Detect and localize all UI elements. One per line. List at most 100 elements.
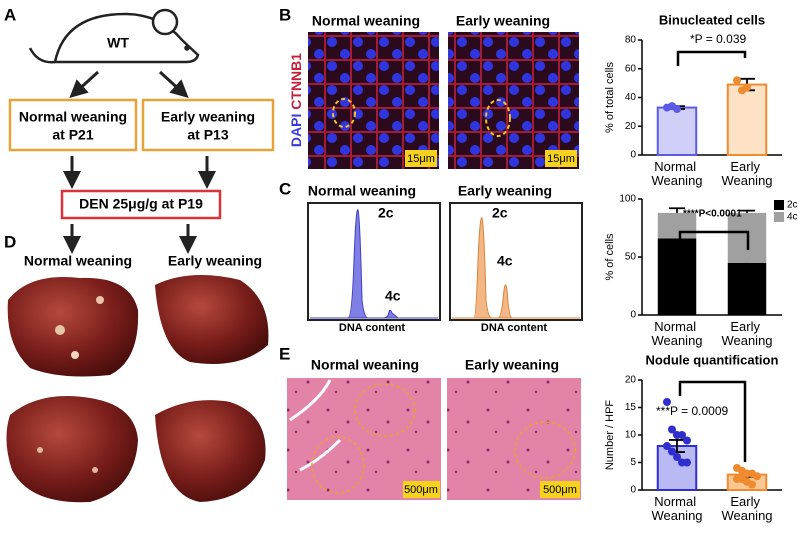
chart-title: Binucleated cells xyxy=(659,12,765,27)
condition-box xyxy=(141,98,275,152)
box-text: Early weaning xyxy=(161,109,255,125)
stain-ctnnb1: CTNNB1 xyxy=(288,53,304,110)
nodule-outline xyxy=(354,383,416,437)
liver-photos xyxy=(6,275,269,503)
scale-text: 15μm xyxy=(407,153,435,165)
image-title: Early weaning xyxy=(168,253,262,269)
scale-bar xyxy=(540,481,580,498)
scale-text: 500μm xyxy=(543,484,577,496)
histogram-curve xyxy=(310,209,438,319)
y-tick-label: 15 xyxy=(625,402,637,413)
y-tick-label: 0 xyxy=(630,150,636,161)
data-point xyxy=(753,472,761,481)
bar-segment xyxy=(727,262,767,315)
y-tick-label: 0 xyxy=(630,485,636,496)
cell-outline xyxy=(485,99,511,137)
data-point xyxy=(743,83,751,92)
significance-bracket xyxy=(676,50,747,66)
data-point xyxy=(668,447,676,456)
box-text: DEN 25μg/g at P19 xyxy=(79,196,203,212)
peak-label: 4c xyxy=(497,253,513,269)
scale-bar xyxy=(405,150,437,167)
image-title: Normal weaning xyxy=(308,183,416,199)
histogram-curve xyxy=(452,217,580,319)
significance-bracket xyxy=(678,230,750,250)
legend-swatch xyxy=(774,200,784,210)
annotation: ****P<0.0001 xyxy=(683,209,742,220)
nodule-outline xyxy=(311,436,365,494)
x-tick-label: Early Weaning xyxy=(721,494,772,523)
stain-dapi: DAPI xyxy=(288,114,304,147)
image-title: Normal weaning xyxy=(312,13,420,29)
legend-swatch xyxy=(774,212,784,222)
image-title: Early weaning xyxy=(465,357,559,373)
box-text: Normal weaning xyxy=(19,109,127,125)
legend-label: 2c xyxy=(787,200,798,211)
panel-label: A xyxy=(4,5,16,24)
y-tick-label: 10 xyxy=(625,430,637,441)
peak-label: 2c xyxy=(492,205,508,221)
y-tick-label: 5 xyxy=(630,457,636,468)
mouse-icon xyxy=(28,8,200,64)
significance-bracket xyxy=(678,380,747,462)
y-axis-label: % of total cells xyxy=(604,62,616,133)
y-tick-label: 0 xyxy=(630,310,636,321)
data-point xyxy=(748,480,756,489)
image-title: Early weaning xyxy=(456,13,550,29)
treatment-box xyxy=(60,189,222,220)
y-tick-label: 60 xyxy=(625,63,637,74)
error-bar xyxy=(669,207,685,213)
micrograph xyxy=(448,32,579,169)
histology xyxy=(287,378,441,500)
mouse-label: WT xyxy=(107,35,129,51)
scale-bar xyxy=(403,481,440,498)
image-title: Early weaning xyxy=(458,183,552,199)
box-text: at P21 xyxy=(52,127,93,143)
peak-label: 4c xyxy=(385,288,401,304)
chart-title: Nodule quantification xyxy=(646,352,779,367)
nodule-outline xyxy=(514,421,576,479)
x-tick-label: Normal Weaning xyxy=(651,494,702,523)
bar xyxy=(726,83,768,156)
legend-label: 4c xyxy=(787,212,798,223)
y-tick-label: 40 xyxy=(625,92,637,103)
x-tick-label: Early Weaning xyxy=(721,159,772,188)
peak-label: 2c xyxy=(378,205,394,221)
arrow xyxy=(158,70,189,99)
panel-label: D xyxy=(4,232,16,251)
x-tick-label: Early Weaning xyxy=(721,319,772,348)
data-point xyxy=(673,453,681,461)
scale-text: 15μm xyxy=(547,153,575,165)
image-title: Normal weaning xyxy=(311,357,419,373)
data-point xyxy=(668,425,676,434)
histogram-frame xyxy=(307,202,441,321)
scale-bar xyxy=(545,150,577,167)
x-tick-label: Normal Weaning xyxy=(651,319,702,348)
panel-label: E xyxy=(279,344,290,363)
annotation: ***P = 0.0009 xyxy=(656,404,729,418)
data-point xyxy=(683,458,691,467)
histology xyxy=(447,378,581,500)
y-axis-label: % of cells xyxy=(604,233,616,281)
bar xyxy=(656,106,698,156)
scale-text: 500μm xyxy=(404,484,438,496)
vessel xyxy=(289,379,342,472)
cell-outline xyxy=(332,98,356,128)
axis-label: DNA content xyxy=(481,322,548,334)
y-tick-label: 80 xyxy=(625,35,637,46)
histogram-frame xyxy=(449,202,583,321)
data-point xyxy=(733,76,741,85)
bar-segment xyxy=(657,212,697,239)
panel-label: B xyxy=(279,5,291,24)
x-tick-label: Normal Weaning xyxy=(651,159,702,188)
arrow xyxy=(69,70,100,99)
condition-box xyxy=(8,98,138,152)
y-axis-label: Number / HPF xyxy=(604,400,616,471)
bar-segment xyxy=(657,238,697,315)
y-tick-label: 100 xyxy=(619,194,636,205)
data-point xyxy=(673,105,681,113)
y-tick-label: 20 xyxy=(625,121,637,132)
data-point xyxy=(663,442,671,450)
error-bar xyxy=(739,209,755,213)
